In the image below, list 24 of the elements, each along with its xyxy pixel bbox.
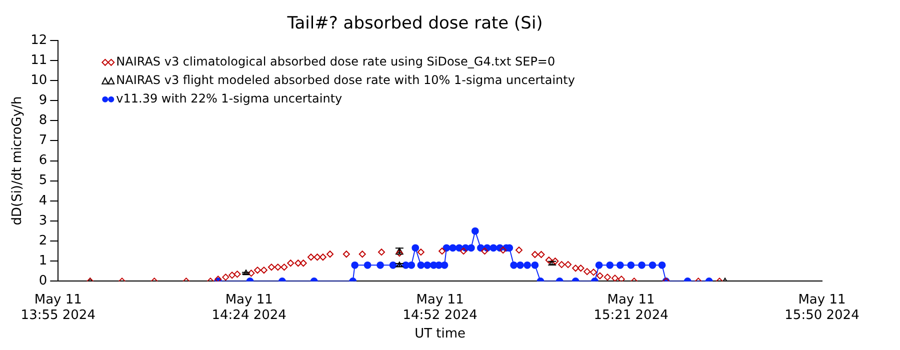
y-tick-label: 1 (38, 254, 48, 269)
chart-title: Tail#? absorbed dose rate (Si) (286, 14, 543, 34)
x-tick-label: May 11 15:21 2024 (594, 292, 668, 323)
y-tick-label: 0 (38, 274, 48, 289)
y-tick-label: 7 (38, 133, 48, 148)
y-tick-label: 10 (30, 72, 48, 88)
x-tick-label: May 11 13:55 2024 (20, 292, 96, 323)
y-axis-title: dD(Si)/dt microGy/h (10, 96, 26, 226)
x-tick-label: May 11 14:52 2024 (402, 292, 478, 323)
legend-label: v11.39 with 22% 1-sigma uncertainty (116, 92, 342, 106)
y-tick-label: 5 (38, 173, 48, 188)
legend-label: NAIRAS v3 climatological absorbed dose rate using SiDose_G4.txt SEP=0 (116, 54, 556, 69)
y-tick-label: 6 (38, 153, 48, 168)
x-tick-label: May 11 15:50 2024 (784, 292, 860, 323)
y-tick-label: 8 (38, 113, 48, 128)
y-tick-label: 3 (38, 213, 48, 228)
y-tick-label: 9 (38, 92, 48, 108)
y-tick-label: 12 (30, 32, 48, 48)
y-tick-label: 2 (38, 233, 48, 248)
legend-label: NAIRAS v3 flight modeled absorbed dose rate with 10% 1-sigma uncertainty (116, 73, 575, 88)
x-tick-label: May 11 14:24 2024 (212, 292, 286, 323)
x-axis-title: UT time (414, 326, 466, 342)
y-tick-label: 4 (38, 193, 48, 208)
y-tick-label: 11 (30, 52, 48, 68)
